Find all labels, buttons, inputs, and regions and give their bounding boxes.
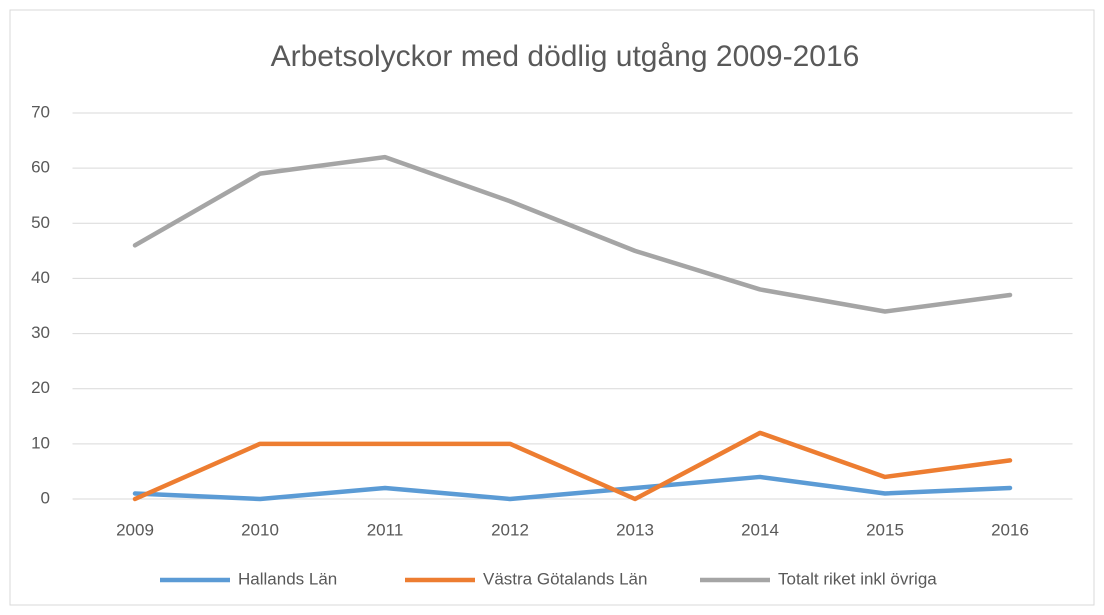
series-line (132, 430, 1013, 502)
x-tick-label: 2012 (491, 520, 529, 539)
legend-label: Totalt riket inkl övriga (778, 569, 937, 588)
y-tick-label: 10 (31, 433, 50, 452)
y-tick-label: 50 (31, 213, 50, 232)
legend-label: Västra Götalands Län (483, 569, 647, 588)
y-tick-label: 40 (31, 268, 50, 287)
y-tick-label: 60 (31, 158, 50, 177)
x-tick-label: 2009 (116, 520, 154, 539)
x-tick-label: 2015 (866, 520, 904, 539)
series-line (132, 154, 1013, 314)
x-tick-label: 2016 (991, 520, 1029, 539)
chart-title: Arbetsolyckor med dödlig utgång 2009-201… (271, 40, 860, 73)
x-tick-label: 2014 (741, 520, 779, 539)
x-tick-label: 2011 (367, 520, 404, 539)
x-tick-label: 2013 (616, 520, 654, 539)
series-line (132, 474, 1013, 502)
y-tick-label: 20 (31, 378, 50, 397)
y-tick-label: 70 (31, 102, 50, 121)
x-tick-label: 2010 (241, 520, 279, 539)
y-tick-label: 30 (31, 323, 50, 342)
legend-label: Hallands Län (238, 569, 337, 588)
y-tick-label: 0 (41, 488, 50, 507)
